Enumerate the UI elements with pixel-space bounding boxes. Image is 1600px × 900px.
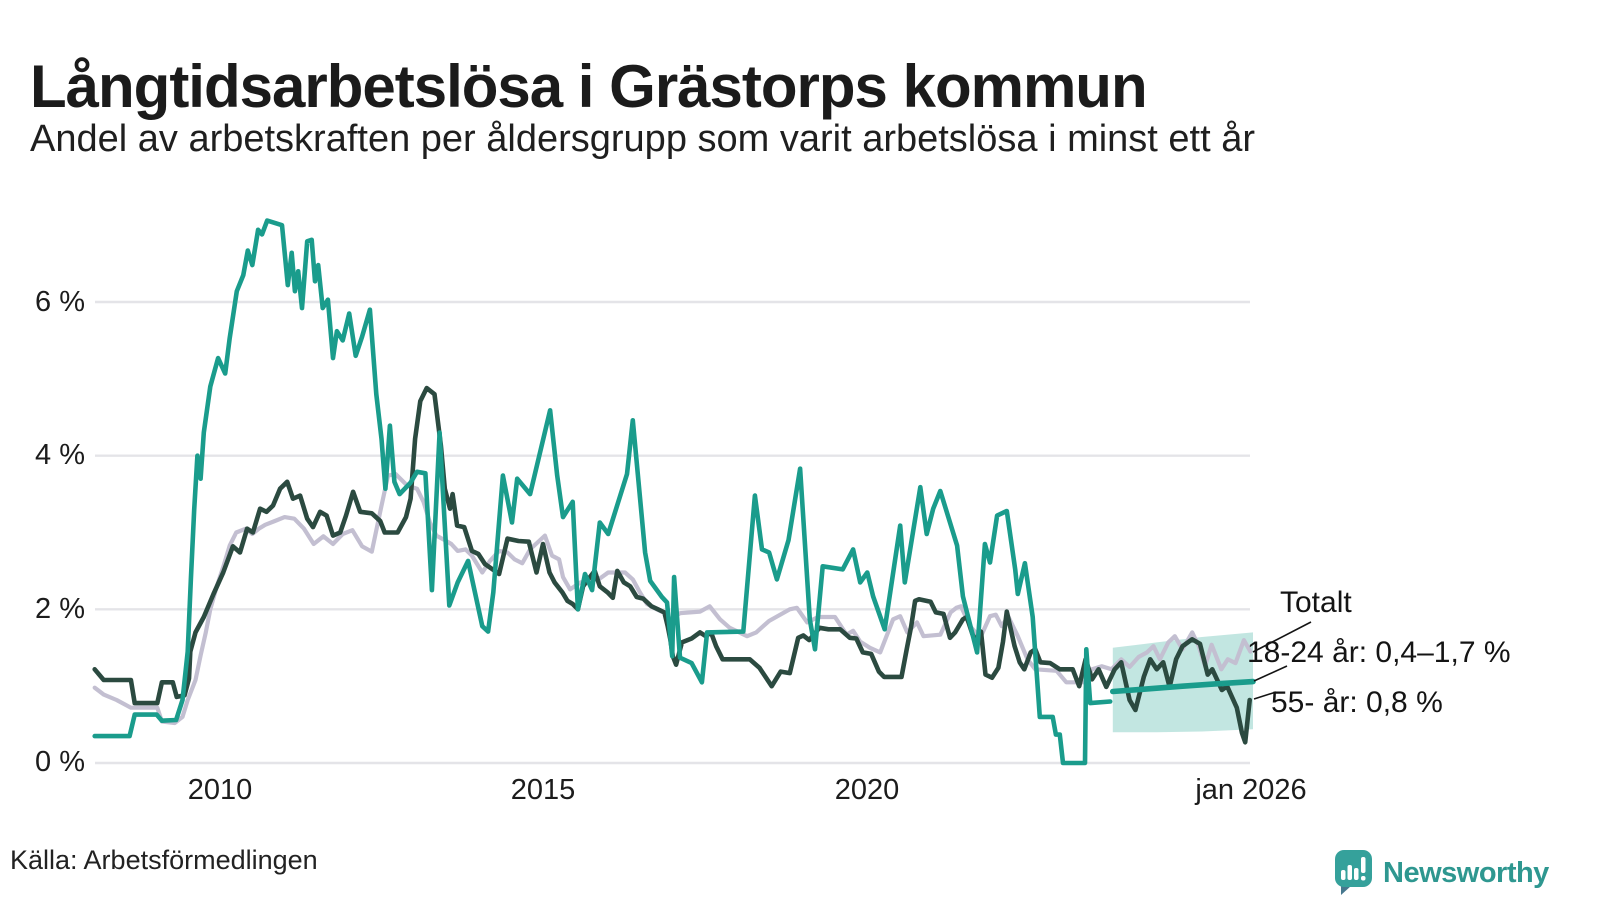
annotation-55plus: 55- år: 0,8 % [1271, 686, 1443, 719]
forecast-center-line [1110, 678, 1256, 695]
y-tick-label: 6 % [35, 286, 85, 318]
page-title: Långtidsarbetslösa i Grästorps kommun [30, 53, 1148, 121]
source-attribution: Källa: Arbetsförmedlingen [10, 845, 318, 875]
annotation-18-24: 18-24 år: 0,4–1,7 % [1247, 636, 1511, 669]
series-line-age_55 [92, 385, 1252, 745]
y-tick-label: 0 % [35, 746, 85, 778]
newsworthy-logo: Newsworthy [1334, 849, 1549, 897]
newsworthy-logo-text: Newsworthy [1383, 856, 1549, 889]
newsworthy-logo-icon [1335, 850, 1372, 895]
line-chart [92, 218, 1312, 766]
annotation-leader-line [1253, 691, 1277, 700]
y-tick-label: 4 % [35, 439, 85, 471]
series-line-age_18_24 [92, 218, 1113, 766]
page-subtitle: Andel av arbetskraften per åldersgrupp s… [30, 118, 1256, 160]
x-tick-label: 2010 [187, 774, 253, 806]
annotation-leader-line [1252, 621, 1312, 653]
x-tick-label: 2020 [834, 774, 900, 806]
annotation-leader-line [1253, 665, 1288, 682]
x-tick-label: 2015 [510, 774, 576, 806]
annotation-total: Totalt [1280, 586, 1352, 619]
y-tick-label: 2 % [35, 593, 85, 625]
x-tick-label: jan 2026 [1195, 774, 1307, 806]
